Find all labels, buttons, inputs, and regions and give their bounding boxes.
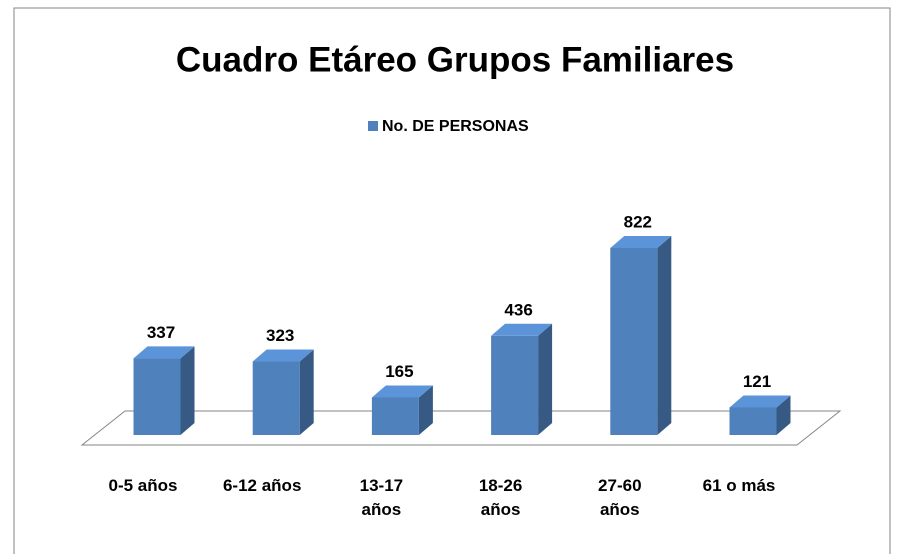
legend-swatch <box>368 121 378 131</box>
bar-side <box>776 395 791 435</box>
value-label: 323 <box>266 326 294 345</box>
value-label: 165 <box>385 362 413 381</box>
bar-top <box>252 349 314 362</box>
bar-side <box>538 323 553 435</box>
bar-side <box>418 385 433 435</box>
bar-top <box>491 323 553 336</box>
value-label: 436 <box>504 300 532 319</box>
x-tick-label: 6-12 años <box>222 476 302 495</box>
bar-top <box>371 385 433 398</box>
value-label: 121 <box>743 372 771 391</box>
bar <box>371 397 419 435</box>
bar-top <box>610 235 672 248</box>
value-label: 822 <box>624 212 652 231</box>
bar <box>491 335 539 435</box>
x-tick-label: 13-17 años <box>359 476 404 519</box>
x-tick-label: 18-26 años <box>478 476 523 519</box>
value-label: 337 <box>147 323 175 342</box>
x-tick-label: 61 o más <box>702 476 776 495</box>
bar-top <box>133 346 195 359</box>
bar-side <box>180 346 195 435</box>
chart-border <box>13 7 891 554</box>
x-tick-label: 27-60 años <box>598 476 642 519</box>
bar <box>252 361 300 435</box>
chart-title: Cuadro Etáreo Grupos Familiares <box>176 40 734 79</box>
legend-label: No. DE PERSONAS <box>382 118 529 135</box>
bar <box>133 358 181 435</box>
bar <box>729 407 777 435</box>
bar <box>610 247 658 435</box>
floor <box>80 410 842 446</box>
bar-top <box>729 395 791 408</box>
bar-side <box>299 349 314 435</box>
bar-side <box>657 235 672 435</box>
x-tick-label: 0-5 años <box>108 476 178 495</box>
